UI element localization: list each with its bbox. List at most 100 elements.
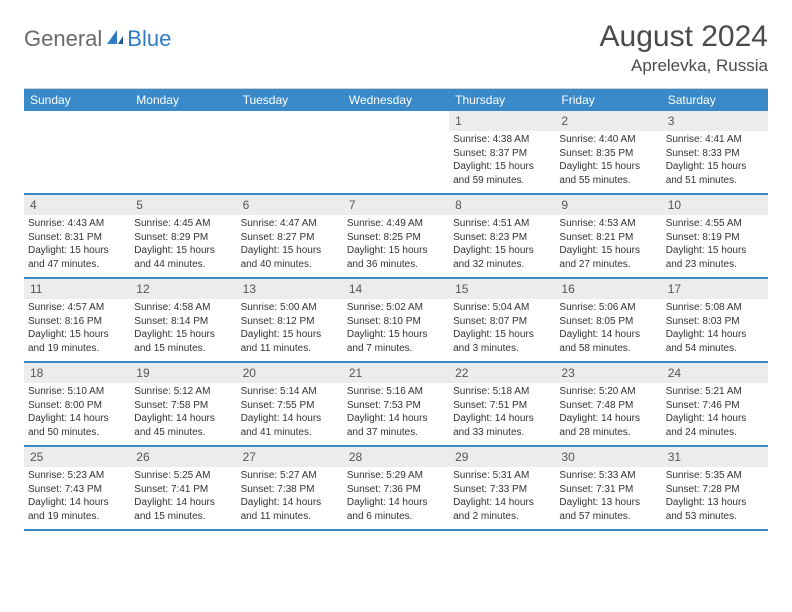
day-number: 19 xyxy=(130,363,236,383)
day-number: 24 xyxy=(662,363,768,383)
day-number: 13 xyxy=(237,279,343,299)
month-title: August 2024 xyxy=(600,20,768,54)
sunset-text: Sunset: 8:37 PM xyxy=(449,147,555,161)
calendar-day-cell: 20Sunrise: 5:14 AMSunset: 7:55 PMDayligh… xyxy=(237,363,343,445)
dl2-text: and 53 minutes. xyxy=(662,510,768,524)
sunrise-text: Sunrise: 5:18 AM xyxy=(449,385,555,399)
sunset-text: Sunset: 8:23 PM xyxy=(449,231,555,245)
calendar-day-cell: 5Sunrise: 4:45 AMSunset: 8:29 PMDaylight… xyxy=(130,195,236,277)
dl2-text: and 47 minutes. xyxy=(24,258,130,272)
dl2-text: and 24 minutes. xyxy=(662,426,768,440)
weekday-header: Friday xyxy=(555,89,661,111)
day-number xyxy=(343,111,449,117)
calendar-day-cell: 17Sunrise: 5:08 AMSunset: 8:03 PMDayligh… xyxy=(662,279,768,361)
sunset-text: Sunset: 8:25 PM xyxy=(343,231,449,245)
logo-word-2: Blue xyxy=(127,26,171,52)
dl1-text: Daylight: 15 hours xyxy=(449,244,555,258)
title-block: August 2024 Aprelevka, Russia xyxy=(600,20,768,76)
sunset-text: Sunset: 8:03 PM xyxy=(662,315,768,329)
sunrise-text: Sunrise: 5:16 AM xyxy=(343,385,449,399)
sunset-text: Sunset: 7:51 PM xyxy=(449,399,555,413)
day-number: 16 xyxy=(555,279,661,299)
location-label: Aprelevka, Russia xyxy=(600,56,768,76)
sunset-text: Sunset: 7:28 PM xyxy=(662,483,768,497)
weekday-header: Sunday xyxy=(24,89,130,111)
sunset-text: Sunset: 7:43 PM xyxy=(24,483,130,497)
dl1-text: Daylight: 14 hours xyxy=(24,412,130,426)
dl1-text: Daylight: 15 hours xyxy=(130,328,236,342)
dl2-text: and 7 minutes. xyxy=(343,342,449,356)
sunset-text: Sunset: 8:07 PM xyxy=(449,315,555,329)
dl2-text: and 23 minutes. xyxy=(662,258,768,272)
dl2-text: and 41 minutes. xyxy=(237,426,343,440)
weekday-header: Saturday xyxy=(662,89,768,111)
dl1-text: Daylight: 14 hours xyxy=(343,496,449,510)
dl2-text: and 45 minutes. xyxy=(130,426,236,440)
calendar-day-cell: 9Sunrise: 4:53 AMSunset: 8:21 PMDaylight… xyxy=(555,195,661,277)
calendar-week-row: 18Sunrise: 5:10 AMSunset: 8:00 PMDayligh… xyxy=(24,363,768,447)
dl2-text: and 19 minutes. xyxy=(24,342,130,356)
calendar-week-row: 4Sunrise: 4:43 AMSunset: 8:31 PMDaylight… xyxy=(24,195,768,279)
day-number: 30 xyxy=(555,447,661,467)
dl1-text: Daylight: 14 hours xyxy=(130,496,236,510)
calendar-day-cell: 21Sunrise: 5:16 AMSunset: 7:53 PMDayligh… xyxy=(343,363,449,445)
dl2-text: and 33 minutes. xyxy=(449,426,555,440)
day-number: 1 xyxy=(449,111,555,131)
dl1-text: Daylight: 15 hours xyxy=(24,244,130,258)
calendar-day-cell: 24Sunrise: 5:21 AMSunset: 7:46 PMDayligh… xyxy=(662,363,768,445)
dl2-text: and 54 minutes. xyxy=(662,342,768,356)
sunset-text: Sunset: 8:00 PM xyxy=(24,399,130,413)
sunrise-text: Sunrise: 4:47 AM xyxy=(237,217,343,231)
day-number: 9 xyxy=(555,195,661,215)
sunrise-text: Sunrise: 5:35 AM xyxy=(662,469,768,483)
sunset-text: Sunset: 8:27 PM xyxy=(237,231,343,245)
dl2-text: and 11 minutes. xyxy=(237,510,343,524)
sunset-text: Sunset: 7:53 PM xyxy=(343,399,449,413)
dl2-text: and 58 minutes. xyxy=(555,342,661,356)
logo: General Blue xyxy=(24,26,171,52)
sunrise-text: Sunrise: 4:55 AM xyxy=(662,217,768,231)
day-number: 5 xyxy=(130,195,236,215)
sunset-text: Sunset: 7:46 PM xyxy=(662,399,768,413)
dl1-text: Daylight: 15 hours xyxy=(237,244,343,258)
dl2-text: and 3 minutes. xyxy=(449,342,555,356)
dl1-text: Daylight: 15 hours xyxy=(130,244,236,258)
dl2-text: and 37 minutes. xyxy=(343,426,449,440)
sunrise-text: Sunrise: 4:58 AM xyxy=(130,301,236,315)
sunrise-text: Sunrise: 4:57 AM xyxy=(24,301,130,315)
calendar-day-cell xyxy=(237,111,343,193)
dl2-text: and 15 minutes. xyxy=(130,510,236,524)
dl1-text: Daylight: 15 hours xyxy=(449,328,555,342)
day-number: 21 xyxy=(343,363,449,383)
day-number: 6 xyxy=(237,195,343,215)
sunrise-text: Sunrise: 4:41 AM xyxy=(662,133,768,147)
day-number: 2 xyxy=(555,111,661,131)
day-number: 17 xyxy=(662,279,768,299)
dl1-text: Daylight: 15 hours xyxy=(662,244,768,258)
day-number: 10 xyxy=(662,195,768,215)
calendar-day-cell: 26Sunrise: 5:25 AMSunset: 7:41 PMDayligh… xyxy=(130,447,236,529)
sunrise-text: Sunrise: 5:25 AM xyxy=(130,469,236,483)
weeks-container: 1 Sunrise: 4:38 AMSunset: 8:37 PM Daylight… xyxy=(24,111,768,531)
dl1-text: Daylight: 14 hours xyxy=(24,496,130,510)
sunset-text: Sunset: 7:55 PM xyxy=(237,399,343,413)
dl2-text: and 28 minutes. xyxy=(555,426,661,440)
weekday-header: Tuesday xyxy=(237,89,343,111)
weekday-header-row: Sunday Monday Tuesday Wednesday Thursday… xyxy=(24,89,768,111)
calendar-day-cell: 8Sunrise: 4:51 AMSunset: 8:23 PMDaylight… xyxy=(449,195,555,277)
day-number: 25 xyxy=(24,447,130,467)
sunset-text: Sunset: 7:58 PM xyxy=(130,399,236,413)
dl2-text: and 2 minutes. xyxy=(449,510,555,524)
sunset-text: Sunset: 7:41 PM xyxy=(130,483,236,497)
sunrise-text: Sunrise: 5:31 AM xyxy=(449,469,555,483)
dl2-text: and 27 minutes. xyxy=(555,258,661,272)
sunrise-text: Sunrise: 5:27 AM xyxy=(237,469,343,483)
dl1-text: Daylight: 14 hours xyxy=(449,412,555,426)
sunrise-text: Sunrise: 4:38 AM xyxy=(449,133,555,147)
dl2-text: and 6 minutes. xyxy=(343,510,449,524)
dl2-text: and 19 minutes. xyxy=(24,510,130,524)
sunset-text: Sunset: 8:10 PM xyxy=(343,315,449,329)
sunset-text: Sunset: 8:29 PM xyxy=(130,231,236,245)
dl1-text: Daylight: 15 hours xyxy=(555,244,661,258)
dl2-text: and 59 minutes. xyxy=(449,174,555,188)
